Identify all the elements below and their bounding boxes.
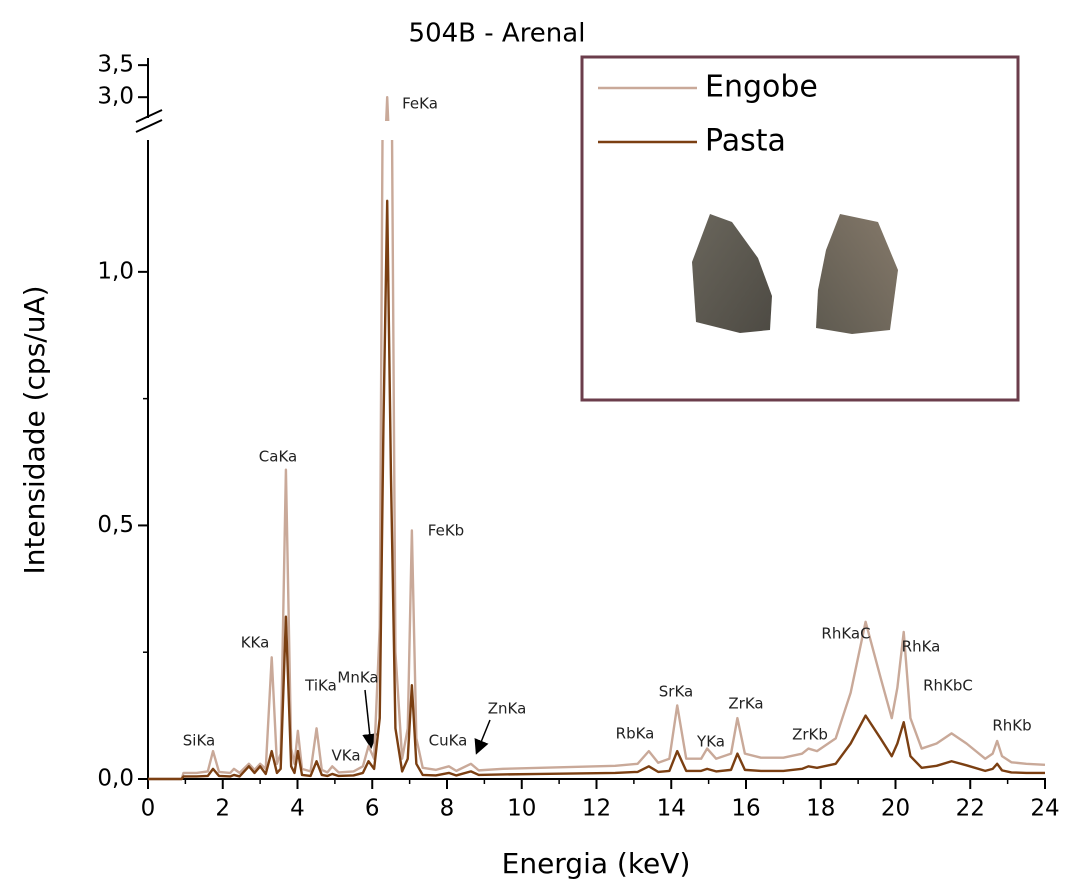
legend: Engobe Pasta — [580, 55, 1020, 402]
peak-label: RhKbC — [923, 677, 973, 695]
x-tick-label: 20 — [881, 796, 910, 822]
x-tick-label: 4 — [290, 796, 305, 822]
x-tick-label: 8 — [440, 796, 455, 822]
x-tick-label: 14 — [657, 796, 686, 822]
peak-label: FeKa — [402, 95, 438, 113]
x-tick-label: 18 — [806, 796, 835, 822]
legend-box — [580, 55, 1020, 402]
peak-label: VKa — [331, 747, 360, 765]
x-tick-label: 0 — [141, 796, 156, 822]
y-tick-label: 0,0 — [97, 766, 134, 792]
axis-break — [135, 109, 163, 123]
x-tick-label: 6 — [365, 796, 380, 822]
legend-label: Pasta — [705, 124, 786, 159]
spectrum-line — [148, 140, 1046, 781]
x-tick-label: 22 — [956, 796, 985, 822]
peak-label: RhKaC — [821, 625, 870, 643]
legend-label: Engobe — [705, 70, 818, 105]
peak-label: RbKa — [616, 725, 655, 743]
y-tick-label: 3,5 — [97, 52, 134, 78]
x-tick-label: 12 — [582, 796, 611, 822]
arrows — [362, 689, 491, 755]
peak-label: KKa — [241, 634, 270, 652]
peak-label: RhKb — [992, 717, 1031, 735]
peak-label: YKa — [696, 733, 725, 751]
y-tick-label: 3,0 — [97, 84, 134, 110]
peak-label: ZnKa — [488, 700, 527, 718]
x-axis-title: Energia (keV) — [502, 847, 691, 880]
spectrum-line — [148, 199, 1045, 781]
x-tick-label: 2 — [215, 796, 230, 822]
arrow — [474, 719, 491, 755]
sample-photo — [692, 214, 772, 333]
chart-title: 504B - Arenal — [409, 19, 586, 49]
x-tick-label: 10 — [507, 796, 536, 822]
peak-label: TiKa — [304, 677, 337, 695]
sample-photo — [816, 214, 898, 334]
peak-label: CuKa — [429, 732, 468, 750]
y-tick-label: 0,5 — [97, 512, 134, 538]
peak-label: SrKa — [659, 683, 693, 701]
y-tick-label: 1,0 — [97, 258, 134, 284]
peak-label: MnKa — [337, 669, 378, 687]
x-tick-label: 24 — [1030, 796, 1059, 822]
axis-break — [135, 119, 163, 133]
peak-label: SiKa — [183, 732, 215, 750]
peak-label: ZrKb — [792, 726, 828, 744]
peak-label: ZrKa — [728, 695, 763, 713]
peak-label: CaKa — [259, 448, 297, 466]
x-tick-label: 16 — [731, 796, 760, 822]
peak-label: RhKa — [902, 638, 941, 656]
peak-label: FeKb — [428, 522, 464, 540]
y-axis-title: Intensidade (cps/uA) — [18, 285, 51, 574]
arrow — [362, 689, 378, 749]
